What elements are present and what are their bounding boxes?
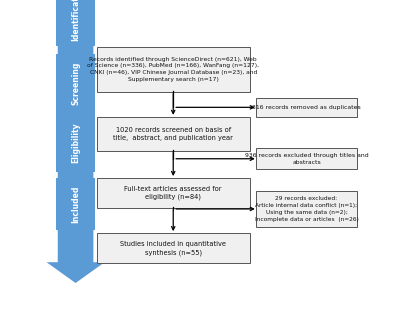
Text: Eligibility: Eligibility <box>71 122 80 162</box>
FancyBboxPatch shape <box>96 47 250 92</box>
Text: 936 records excluded through titles and
abstracts: 936 records excluded through titles and … <box>245 153 368 165</box>
Text: Identification: Identification <box>71 0 80 41</box>
Text: Included: Included <box>71 185 80 223</box>
FancyBboxPatch shape <box>96 233 250 263</box>
Text: Full-text articles assessed for
eligibility (n=84): Full-text articles assessed for eligibil… <box>124 186 222 200</box>
FancyBboxPatch shape <box>256 98 357 116</box>
Text: 1020 records screened on basis of
title,  abstract, and publication year: 1020 records screened on basis of title,… <box>113 127 233 141</box>
FancyBboxPatch shape <box>96 178 250 208</box>
FancyBboxPatch shape <box>56 0 95 45</box>
FancyBboxPatch shape <box>256 149 357 169</box>
FancyBboxPatch shape <box>96 116 250 151</box>
FancyBboxPatch shape <box>256 191 357 227</box>
Text: Records identified through ScienceDirect (n=621), Web
of Science (n=336), PubMed: Records identified through ScienceDirect… <box>87 57 259 82</box>
FancyBboxPatch shape <box>56 54 95 113</box>
FancyBboxPatch shape <box>56 178 95 230</box>
Text: Screening: Screening <box>71 62 80 105</box>
Text: Studies included in quantitative
synthesis (n=55): Studies included in quantitative synthes… <box>120 241 226 255</box>
FancyBboxPatch shape <box>56 113 95 172</box>
Text: 316 records removed as duplicates: 316 records removed as duplicates <box>252 105 361 110</box>
Text: 29 records excluded:
Article internal data conflict (n=1);
Using the same data (: 29 records excluded: Article internal da… <box>254 196 358 222</box>
Polygon shape <box>46 45 105 283</box>
